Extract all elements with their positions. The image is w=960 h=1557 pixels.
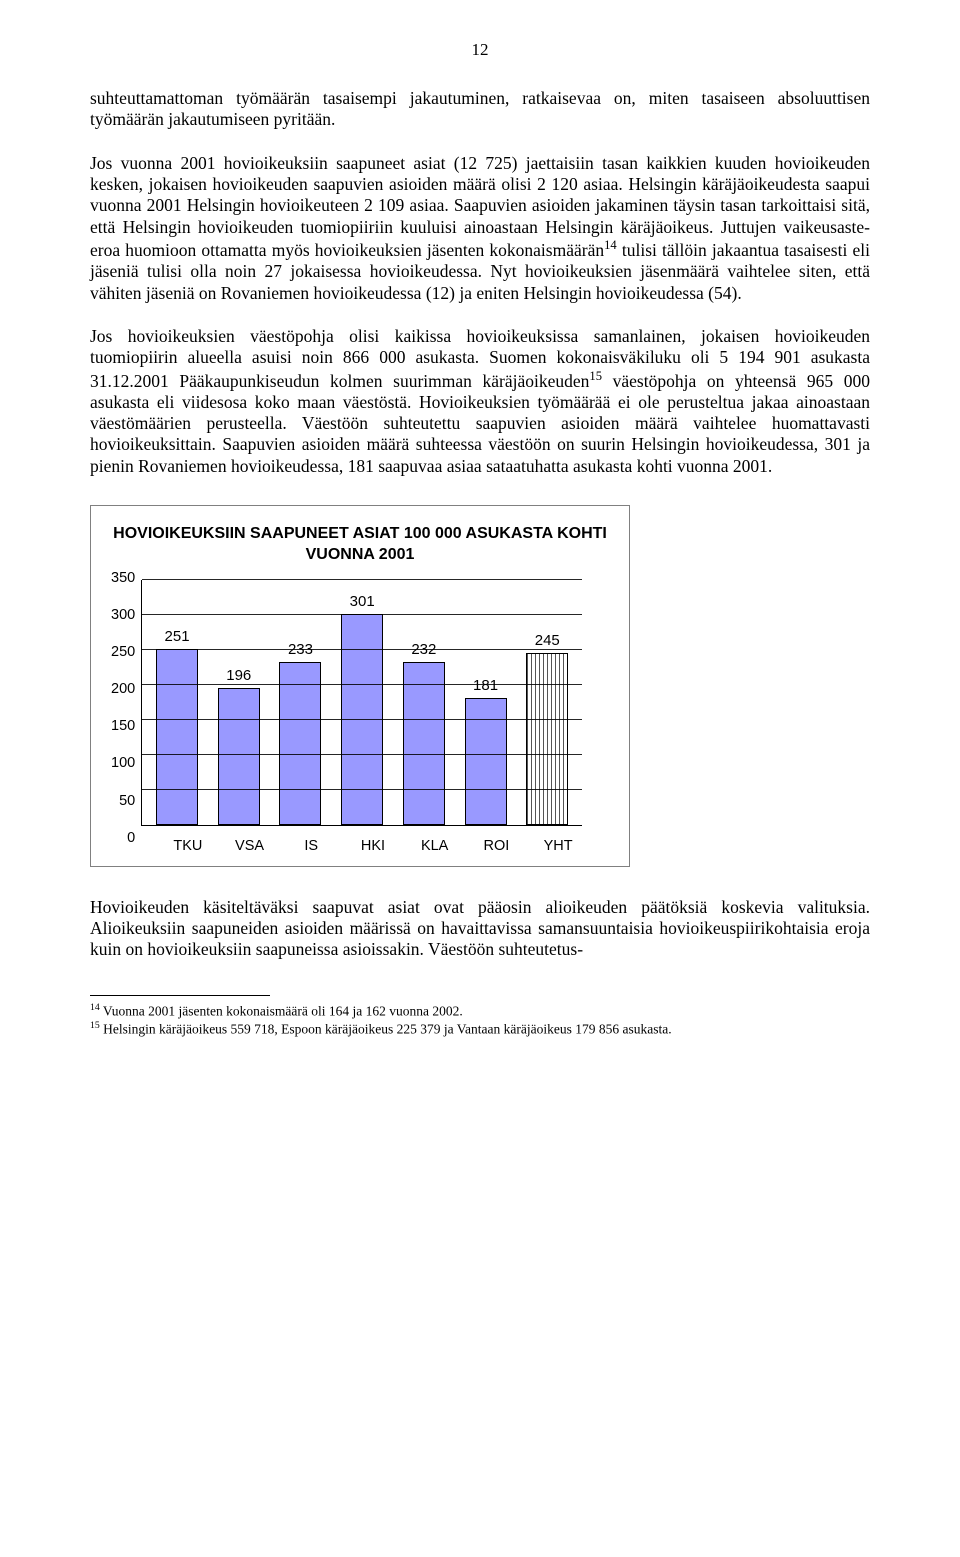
bar-group: 196 — [214, 667, 264, 825]
bar-value-label: 196 — [226, 667, 251, 684]
paragraph-4: Hovioikeuden käsiteltäväksi saapuvat asi… — [90, 897, 870, 961]
bar — [465, 698, 507, 825]
bar-group: 301 — [337, 593, 387, 825]
bar-value-label: 245 — [535, 632, 560, 649]
gridline — [142, 719, 582, 720]
paragraph-1: suhteuttamattoman työmäärän tasaisempi j… — [90, 88, 870, 131]
x-axis-label: ROI — [471, 838, 521, 854]
bar-value-label: 232 — [411, 641, 436, 658]
bar — [156, 649, 198, 825]
x-axis-label: TKU — [163, 838, 213, 854]
x-axis: TKU VSA IS HKI KLA ROI YHT — [153, 832, 593, 854]
bar — [403, 662, 445, 824]
x-axis-label: KLA — [410, 838, 460, 854]
paragraph-2: Jos vuonna 2001 hovioikeuksiin saapuneet… — [90, 153, 870, 304]
gridline — [142, 614, 582, 615]
bar-group: 181 — [461, 677, 511, 825]
y-axis: 350300250200150100500 — [111, 572, 141, 832]
footnote-ref-15: 15 — [589, 369, 602, 383]
footnote-15: 15 Helsingin käräjäoikeus 559 718, Espoo… — [90, 1020, 870, 1038]
page-number: 12 — [90, 40, 870, 60]
footnote-15-text: Helsingin käräjäoikeus 559 718, Espoon k… — [100, 1021, 672, 1036]
chart-area: 350300250200150100500 251196233301232181… — [111, 580, 609, 832]
bar-group: 232 — [399, 641, 449, 824]
chart-plot: 251 196 233 301 232 181 245 — [141, 580, 582, 826]
bar — [279, 662, 321, 825]
chart-container: HOVIOIKEUKSIIN SAAPUNEET ASIAT 100 000 A… — [90, 505, 630, 867]
footnote-14-text: Vuonna 2001 jäsenten kokonaismäärä oli 1… — [100, 1003, 463, 1018]
gridline — [142, 649, 582, 650]
gridline — [142, 789, 582, 790]
bar-value-label: 251 — [165, 628, 190, 645]
x-axis-label: IS — [286, 838, 336, 854]
gridline — [142, 684, 582, 685]
footnote-ref-14: 14 — [604, 238, 617, 252]
page: 12 suhteuttamattoman työmäärän tasaisemp… — [0, 0, 960, 1078]
bar-value-label: 181 — [473, 677, 498, 694]
gridline — [142, 754, 582, 755]
bar-group: 251 — [152, 628, 202, 825]
x-axis-label: YHT — [533, 838, 583, 854]
bar-group: 245 — [522, 632, 572, 825]
footnote-14: 14 Vuonna 2001 jäsenten kokonaismäärä ol… — [90, 1002, 870, 1020]
bar-value-label: 301 — [350, 593, 375, 610]
footnotes-separator — [90, 995, 270, 996]
bar — [526, 653, 568, 825]
bar-group: 233 — [275, 641, 325, 825]
x-axis-label: VSA — [225, 838, 275, 854]
gridline — [142, 579, 582, 580]
x-axis-label: HKI — [348, 838, 398, 854]
chart-title: HOVIOIKEUKSIIN SAAPUNEET ASIAT 100 000 A… — [111, 524, 609, 566]
footnote-15-label: 15 — [90, 1020, 100, 1031]
bar — [218, 688, 260, 825]
footnote-14-label: 14 — [90, 1002, 100, 1013]
paragraph-3: Jos hovioikeuksien väestöpohja olisi kai… — [90, 326, 870, 477]
